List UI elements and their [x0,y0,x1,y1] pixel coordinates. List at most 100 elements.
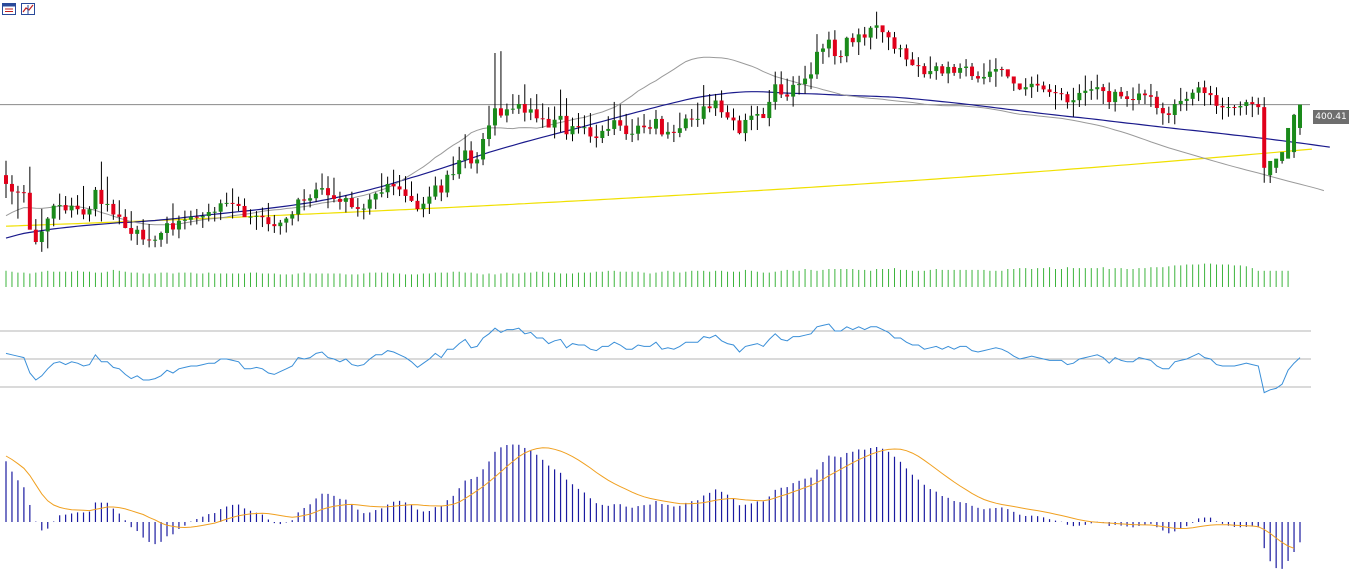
candle-body [934,66,939,72]
macd-signal-line [5,447,1295,549]
candle-body [1125,96,1130,100]
candle-body [308,198,313,201]
candle-body [111,203,116,215]
candle-body [922,66,927,75]
candle-body [671,131,676,133]
candle-body [898,48,903,50]
candle-body [170,223,175,230]
candle-body [105,203,110,205]
candle-body [880,25,885,33]
price-panel [0,11,1330,252]
candle-body [731,117,736,121]
candle-body [21,192,26,194]
candle-body [755,113,760,116]
candle-body [135,229,140,234]
candle-body [850,37,855,43]
candle-body [69,205,74,211]
candle-body [743,119,748,134]
ma-mid-line [5,91,1330,239]
candle-body [45,218,50,232]
candle-body [176,220,181,230]
candle-body [594,136,599,139]
candle-body [254,215,259,217]
candle-body [182,219,187,221]
chart-list-button[interactable] [1,2,16,15]
chart-list-icon [1,2,16,15]
candle-body [159,232,164,240]
candle-body [665,131,670,135]
candle-body [964,66,969,68]
candle-body [999,69,1004,71]
candle-body [946,66,951,74]
candle-body [952,66,957,73]
candle-body [970,66,975,77]
candle-body [606,128,611,131]
ma-long-line [5,148,1312,227]
candle-body [284,218,289,223]
candle-body [1250,102,1255,105]
candle-body [928,71,933,75]
candle-body [803,78,808,85]
candle-body [415,200,420,210]
candle-body [1292,114,1297,153]
rsi-panel [0,323,1311,394]
candle-body [940,66,945,74]
candle-body [761,113,766,119]
candle-body [1184,98,1189,101]
candle-body [552,119,557,128]
candle-body [844,37,849,57]
candle-body [832,39,837,57]
candle-body [481,138,486,160]
candle-body [582,127,587,129]
candle-body [904,48,909,60]
candle-body [719,100,724,113]
candle-body [33,229,38,243]
candle-body [1178,100,1183,105]
candle-body [248,216,253,218]
candle-body [391,183,396,187]
candle-body [326,188,331,196]
candle-body [630,133,635,135]
candle-body [659,118,664,135]
candle-body [576,126,581,128]
candle-body [1059,93,1064,95]
candle-body [75,205,80,210]
candle-body [343,198,348,202]
candle-body [1107,91,1112,103]
candle-body [361,208,366,210]
candle-body [290,214,295,219]
candle-body [981,76,986,79]
rsi-line [5,323,1301,394]
candle-body [469,150,474,164]
candle-body [367,199,372,209]
candle-body [224,202,229,204]
candle-body [958,67,963,73]
candle-body [1023,87,1028,90]
candle-body [773,84,778,102]
candle-body [546,118,551,128]
candle-body [1298,104,1302,128]
chart-properties-icon [20,2,35,15]
candle-body [463,150,468,161]
candle-body [648,127,653,129]
candle-body [707,106,712,109]
candle-body [1142,93,1147,96]
candle-body [588,127,593,137]
candle-body [624,125,629,135]
candle-body [403,189,408,196]
ma-short-line [5,56,1325,226]
candle-body [1190,92,1195,99]
candle-body [916,65,921,67]
candle-body [266,217,271,225]
candle-body [487,125,492,139]
candle-body [1089,89,1094,91]
candle-body [1160,107,1165,114]
chart-properties-button[interactable] [20,2,35,15]
candle-body [147,239,152,241]
candle-body [87,209,92,215]
candle-body [653,118,658,129]
candle-body [1011,76,1016,84]
candle-body [314,189,319,199]
candle-body [457,160,462,175]
